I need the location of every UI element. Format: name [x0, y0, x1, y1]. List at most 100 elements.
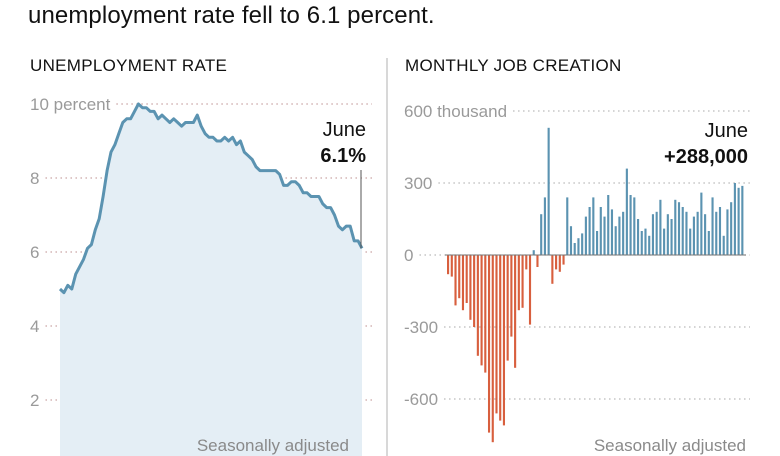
job-creation-tick-label: 0 [404, 246, 413, 265]
job-creation-bars [445, 127, 746, 443]
unemployment-callout-value: 6.1% [320, 145, 366, 167]
job-creation-bar [707, 231, 710, 255]
unemployment-chart-title: UNEMPLOYMENT RATE [30, 56, 228, 75]
job-creation-bar [454, 255, 457, 306]
job-creation-bar [569, 226, 573, 255]
job-creation-bar [648, 235, 651, 255]
job-creation-bar [618, 216, 621, 255]
job-creation-bar [674, 199, 677, 255]
job-creation-bar [651, 214, 655, 255]
job-creation-bar [700, 192, 703, 255]
job-creation-tick-label: -600 [404, 390, 438, 409]
job-creation-bar [663, 228, 666, 255]
job-creation-bar [495, 255, 498, 414]
job-creation-bar [584, 216, 587, 255]
job-creation-bar [521, 255, 524, 308]
job-creation-bar [517, 255, 520, 311]
job-creation-callout: June +288,000 [664, 120, 748, 168]
job-creation-bar [659, 199, 662, 255]
job-creation-bar [502, 255, 506, 426]
unemployment-area [60, 104, 362, 456]
job-creation-bar [614, 226, 617, 255]
unemployment-note: Seasonally adjusted [197, 436, 349, 455]
job-creation-bar [636, 219, 640, 255]
unemployment-tick-label: 6 [30, 243, 39, 262]
job-creation-bar [726, 209, 729, 255]
job-creation-bar [640, 231, 643, 255]
job-creation-bar [525, 255, 528, 270]
unemployment-tick-label: 2 [30, 391, 39, 410]
job-creation-bar [677, 202, 681, 255]
job-creation-bar [685, 211, 688, 255]
job-creation-bar [741, 185, 744, 255]
job-creation-bar [547, 127, 550, 255]
job-creation-bar [722, 235, 725, 255]
job-creation-bar [458, 255, 461, 299]
job-creation-bar [566, 197, 569, 255]
job-creation-bar [514, 255, 517, 368]
job-creation-bar [528, 255, 532, 325]
job-creation-bar [506, 255, 509, 361]
job-creation-bar [622, 211, 625, 255]
job-creation-note: Seasonally adjusted [594, 436, 746, 455]
job-creation-bar [536, 255, 539, 267]
job-creation-bar [592, 197, 595, 255]
job-creation-bar [588, 207, 591, 255]
job-creation-bar [625, 168, 628, 255]
unemployment-tick-label: 4 [30, 317, 39, 336]
job-creation-bar [499, 255, 502, 421]
job-creation-bar [562, 255, 565, 265]
job-creation-bar [573, 243, 576, 255]
job-creation-bar [484, 255, 487, 373]
job-creation-bar [715, 211, 718, 255]
job-creation-bar [644, 228, 647, 255]
unemployment-line [58, 102, 364, 295]
job-creation-bar [465, 255, 468, 303]
job-creation-bar [704, 214, 707, 255]
job-creation-bar [610, 209, 614, 255]
unemployment-tick-label: 8 [30, 169, 39, 188]
job-creation-bar [737, 187, 740, 255]
job-creation-chart-title: MONTHLY JOB CREATION [405, 56, 622, 75]
unemployment-tick-label: 10 percent [30, 95, 111, 114]
job-creation-callout-value: +288,000 [664, 146, 748, 168]
headline: unemployment rate fell to 6.1 percent. [28, 2, 435, 29]
job-creation-bar [733, 183, 736, 255]
job-creation-bar [461, 255, 465, 311]
job-creation-tick-label: 300 [404, 174, 432, 193]
job-creation-bar [599, 207, 602, 255]
job-creation-bar [711, 197, 714, 255]
job-creation-bar [487, 255, 491, 433]
job-creation-bar [543, 197, 546, 255]
job-creation-bar [532, 250, 535, 255]
job-creation-y-ticks: 600 thousand 300 0 -300 -600 [404, 102, 507, 409]
job-creation-bar [555, 255, 558, 270]
job-creation-bar [540, 214, 543, 255]
job-creation-bar [577, 238, 580, 255]
job-creation-bar [596, 231, 599, 255]
job-creation-bar [666, 214, 669, 255]
job-creation-bar [633, 197, 636, 255]
job-creation-bar [681, 207, 684, 255]
job-creation-bar [473, 255, 476, 327]
job-creation-bar [718, 207, 722, 255]
job-creation-bar [551, 255, 554, 284]
job-creation-bar [689, 228, 692, 255]
job-creation-bar [607, 195, 610, 255]
job-creation-bar [480, 255, 483, 366]
job-creation-bar [730, 202, 733, 255]
panel-divider [386, 58, 388, 456]
job-creation-bar [692, 216, 695, 255]
job-creation-bar [696, 211, 699, 255]
unemployment-y-ticks: 10 percent 8 6 4 2 [30, 95, 111, 410]
job-creation-bar [476, 255, 479, 356]
job-creation-bar [510, 255, 513, 337]
job-creation-bar [581, 233, 584, 255]
job-creation-bar [655, 211, 658, 255]
job-creation-bar [558, 255, 561, 272]
unemployment-callout: June 6.1% [320, 119, 366, 167]
job-creation-bar [447, 255, 450, 275]
job-creation-bar [670, 219, 673, 255]
job-creation-tick-label: 600 thousand [404, 102, 507, 121]
